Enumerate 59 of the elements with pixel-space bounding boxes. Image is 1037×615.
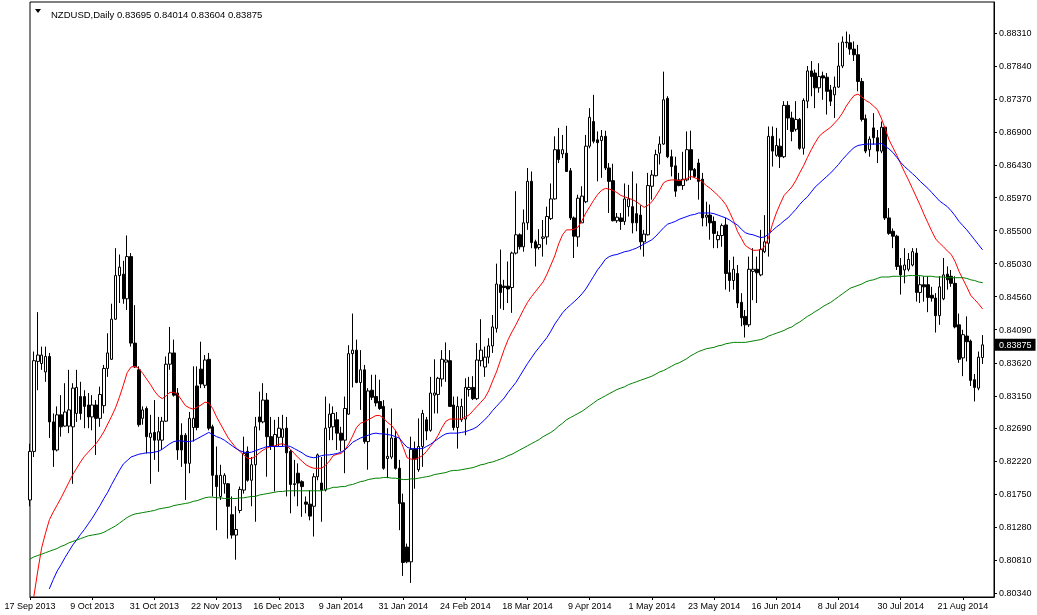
candlestick [926,275,930,313]
candlestick [456,396,459,450]
y-tick-label: 0.81750 [999,489,1032,500]
y-tick-label: 0.84090 [999,324,1032,335]
x-tick-label: 18 Mar 2014 [502,600,553,611]
candlestick [600,129,603,179]
x-tick-label: 17 Sep 2013 [4,600,56,611]
line-series [29,275,983,560]
text: 0.83875 [999,339,1032,350]
x-tick-label: 24 Feb 2014 [440,600,491,611]
y-tick-label: 0.82220 [999,456,1032,467]
y-tick-label: 0.86900 [999,127,1032,138]
x-tick-label: 23 May 2014 [688,600,741,611]
candlestick [701,172,704,227]
candlestick [825,72,829,116]
x-tick-label: 1 May 2014 [628,600,676,611]
candlestick [689,130,693,181]
candlestick [87,392,90,429]
y-tick-label: 0.80810 [999,555,1032,566]
x-tick-label: 16 Jun 2014 [751,600,802,611]
x-tick-label: 9 Jan 2014 [318,600,364,611]
x-tick-label: 21 Aug 2014 [937,600,989,611]
text: NZDUSD,Daily 0.83695 0.84014 0.83604 0.83875 [51,8,263,20]
candlestick [409,436,413,584]
x-tick-label: 22 Nov 2013 [191,600,243,611]
candlestick [137,365,141,428]
x-tick-label: 9 Oct 2013 [70,600,115,611]
x-tick-label: 9 Apr 2014 [567,600,612,611]
x-tick-label: 31 Oct 2013 [129,600,179,611]
candlestick [374,374,378,407]
y-tick-label: 0.83150 [999,390,1032,401]
candlestick [254,416,257,523]
candlestick [623,182,626,226]
y-tick-label: 0.87840 [999,61,1032,71]
y-tick-label: 0.83620 [999,357,1032,368]
y-tick-label: 0.86430 [999,160,1032,171]
y-tick-label: 0.85030 [999,258,1032,269]
x-tick-label: 31 Jan 2014 [378,600,428,611]
y-tick-label: 0.81280 [999,522,1032,533]
y-tick-label: 0.85970 [999,192,1032,203]
candlestick [273,419,277,492]
y-tick-label: 0.84560 [999,291,1032,302]
y-tick-label: 0.80340 [999,588,1032,599]
y-tick-label: 0.85500 [999,225,1032,236]
candlestick [697,158,700,201]
candlestick [767,125,770,258]
candlestick [724,217,728,291]
candlestick [915,247,918,303]
y-tick-label: 0.88310 [999,27,1032,38]
y-tick-label: 0.87370 [999,94,1032,105]
candlestick [421,409,424,468]
candlestick [464,377,467,436]
x-tick-label: 16 Dec 2013 [253,600,305,611]
candlestick [611,163,615,222]
candlestick [631,171,634,234]
x-tick-label: 30 Jul 2014 [877,600,924,611]
x-tick-label: 8 Jul 2014 [817,600,860,611]
y-tick-label: 0.82690 [999,423,1032,434]
candlestick [328,403,331,441]
